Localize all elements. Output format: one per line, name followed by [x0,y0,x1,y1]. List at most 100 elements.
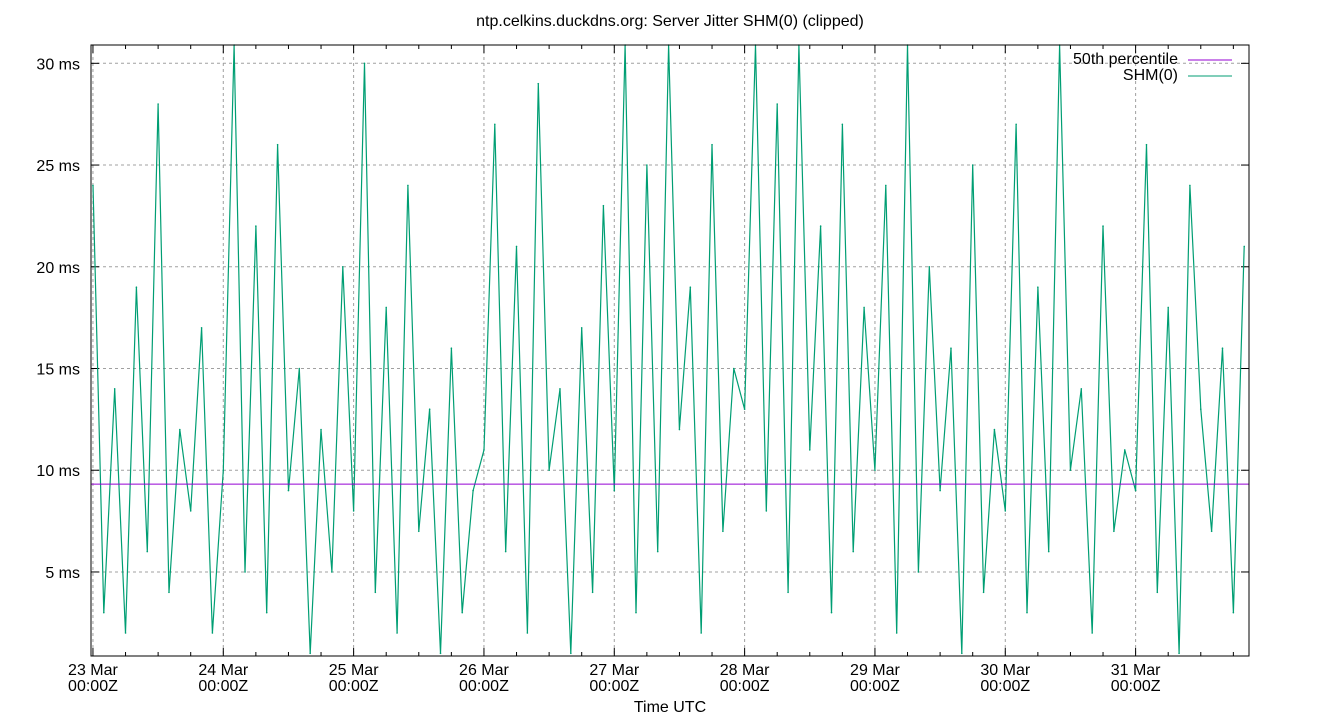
data-point-shm0 [885,184,887,187]
data-point-shm0 [276,143,279,146]
data-point-shm0 [407,184,409,187]
y-tick-label: 15 ms [36,362,80,379]
data-point-shm0 [363,62,366,65]
data-point-shm0 [819,225,822,227]
data-point-shm0 [124,632,127,634]
data-point-shm0 [374,591,377,594]
data-point-shm0 [1221,347,1224,349]
data-point-shm0 [939,489,941,492]
data-point-shm0 [711,143,713,146]
data-point-shm0 [537,82,540,85]
data-point-shm0 [1091,632,1093,634]
x-axis-label: Time UTC [634,699,706,716]
data-point-shm0 [1004,510,1007,512]
data-point-shm0 [92,184,94,187]
data-point-shm0 [863,306,865,309]
data-point-shm0 [146,550,149,553]
data-point-shm0 [646,164,648,166]
data-point-shm0 [656,550,659,553]
x-tick-label-time: 00:00Z [589,678,639,695]
data-point-shm0 [309,652,311,655]
data-point-shm0 [678,428,681,431]
data-point-shm0 [961,652,963,655]
data-point-shm0 [808,449,811,451]
data-point-shm0 [613,489,616,492]
data-point-shm0 [113,388,116,390]
x-tick-label-time: 00:00Z [1111,678,1161,695]
data-point-shm0 [993,428,996,431]
data-point-shm0 [950,347,952,349]
data-point-shm0 [494,123,496,126]
x-tick-label-date: 29 Mar [850,662,900,679]
data-point-shm0 [830,611,833,614]
plot-frame [90,44,1250,657]
data-point-shm0 [189,510,192,512]
data-point-shm0 [1102,225,1104,227]
data-point-shm0 [570,652,572,655]
data-point-shm0 [722,530,724,533]
data-point-shm0 [732,367,735,370]
data-point-shm0 [1178,652,1180,655]
data-point-shm0 [1080,388,1083,390]
data-point-shm0 [244,571,246,573]
data-point-shm0 [1026,611,1028,614]
legend: 50th percentile SHM(0) [1073,51,1232,84]
chart-title: ntp.celkins.duckdns.org: Server Jitter S… [476,13,864,30]
x-tick-label-date: 26 Mar [459,662,509,679]
data-point-shm0 [1210,530,1213,533]
data-point-shm0 [689,286,692,288]
data-point-shm0 [765,510,768,512]
data-point-shm0 [439,652,442,655]
data-point-shm0 [874,469,876,472]
data-point-shm0 [483,449,485,451]
data-point-shm0 [602,204,605,207]
data-point-shm0 [179,428,181,431]
data-point-shm0 [635,611,637,614]
y-tick-label: 5 ms [45,565,80,582]
data-point-shm0 [591,591,594,594]
data-point-shm0 [1113,530,1115,533]
data-point-shm0 [504,550,507,553]
x-tick-label-date: 28 Mar [720,662,770,679]
data-point-shm0 [1047,550,1050,553]
data-point-shm0 [917,571,920,573]
data-point-shm0 [1243,245,1246,248]
data-point-shm0 [895,632,898,634]
x-tick-label-date: 30 Mar [980,662,1030,679]
data-point-shm0 [852,550,855,553]
x-tick-label-time: 00:00Z [198,678,248,695]
x-tick-label-time: 00:00Z [850,678,900,695]
data-point-shm0 [211,632,214,634]
data-point-shm0 [396,632,398,634]
data-point-shm0 [287,489,290,492]
data-point-shm0 [255,225,257,227]
data-point-shm0 [1037,286,1039,288]
x-tick-label-date: 27 Mar [589,662,639,679]
data-point-shm0 [200,327,203,329]
data-point-shm0 [743,408,746,410]
data-point-shm0 [580,327,583,329]
data-point-shm0 [559,388,561,390]
grid-lines [91,45,1249,656]
data-point-shm0 [526,632,529,634]
x-tick-label-date: 31 Mar [1111,662,1161,679]
x-tick-label-time: 00:00Z [720,678,770,695]
data-point-shm0 [1134,489,1137,492]
x-tick-label-date: 24 Mar [198,662,248,679]
data-point-shm0 [1232,611,1235,614]
data-point-shm0 [548,469,550,472]
series-line-shm0 [92,44,1245,654]
data-point-shm0 [417,530,420,533]
data-point-shm0 [103,611,105,614]
legend-label-median: 50th percentile [1073,51,1178,68]
data-point-shm0 [700,632,702,634]
data-point-shm0 [776,103,778,105]
data-point-shm0 [298,367,301,370]
data-point-shm0 [428,408,431,410]
data-point-shm0 [982,591,985,594]
data-point-shm0 [1199,408,1202,410]
x-tick-label-date: 25 Mar [329,662,379,679]
data-point-shm0 [787,591,789,594]
